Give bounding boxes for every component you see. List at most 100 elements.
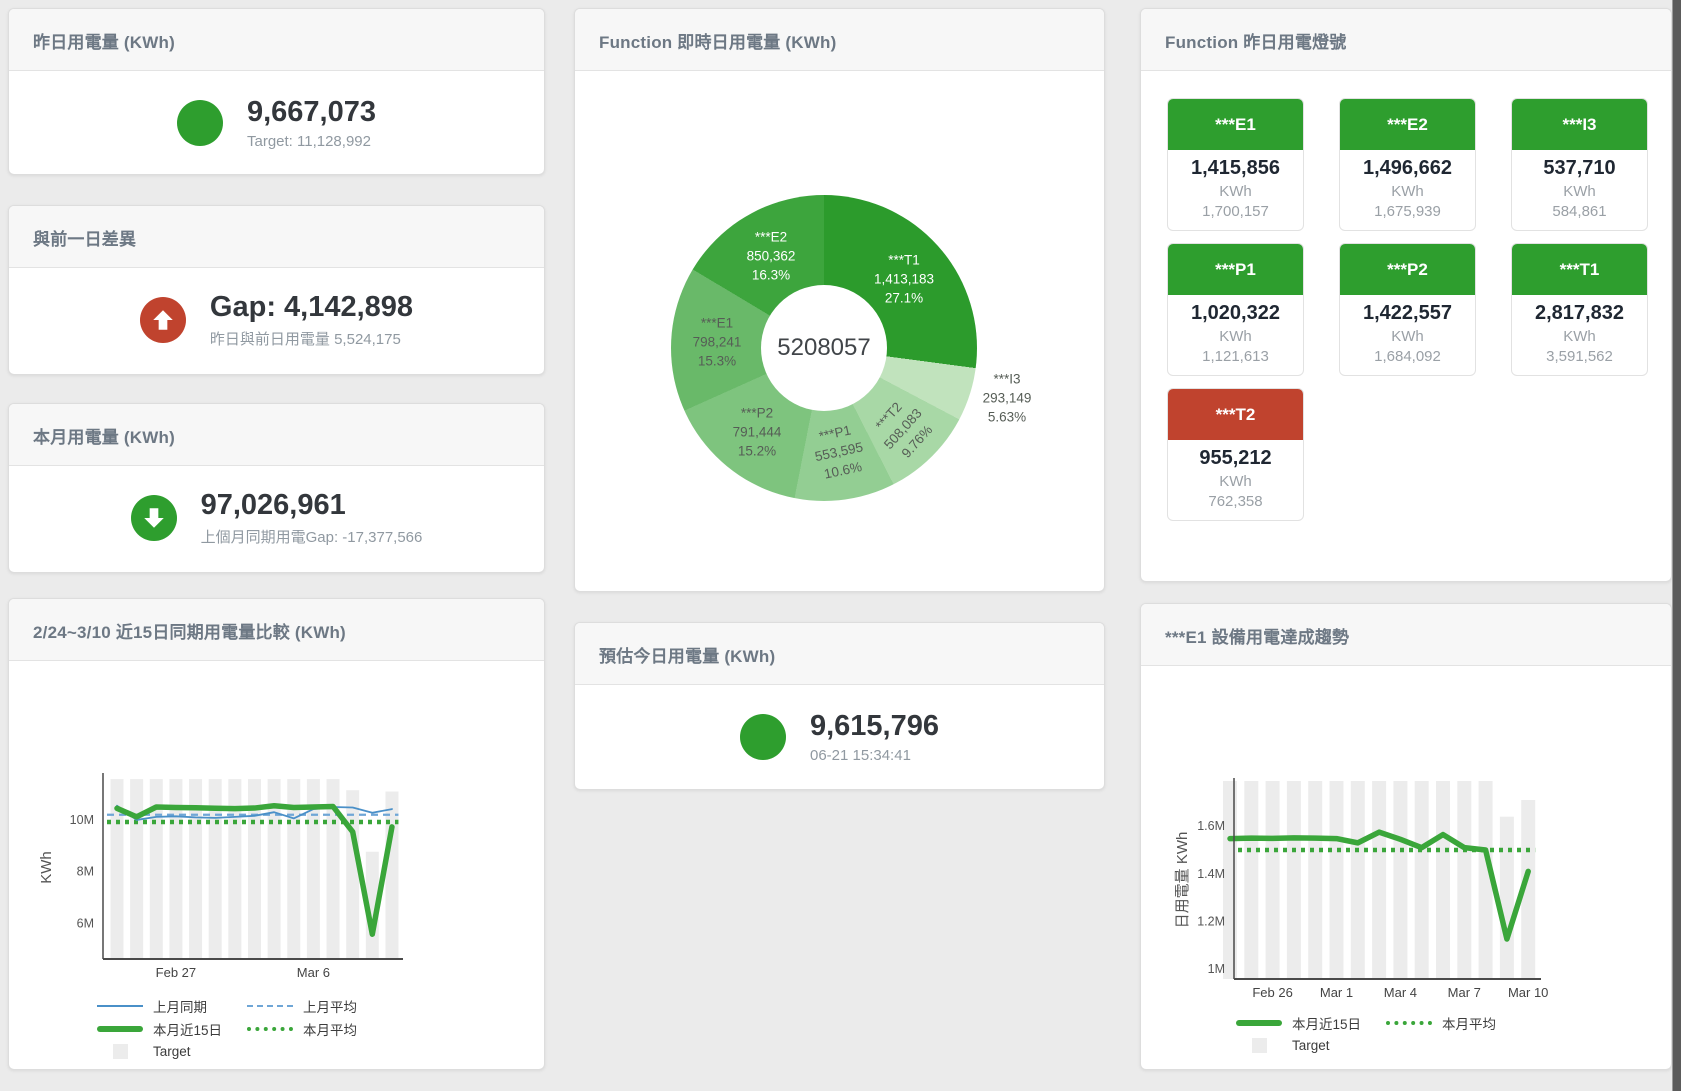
panel-header: 昨日用電量 (KWh) [9,9,544,71]
legend-last-month-avg[interactable]: 上月平均 [247,996,397,1016]
light-card-target: 1,684,092 [1374,348,1441,365]
stat-subtitle: Target: 11,128,992 [246,133,371,150]
stat-value: 97,026,961 [200,489,346,521]
stat-subtitle: 上個月同期用電Gap: -17,377,566 [200,529,423,546]
donut-hole [761,285,887,411]
trend-chart-legend: 本月近15日 本月平均 Target [1141,1011,1671,1057]
light-card-unit: KWh [1219,328,1252,345]
green-line-swatch-icon [97,1025,143,1032]
light-card-value: 2,817,832 [1535,302,1624,324]
light-card: ***E2 1,496,662 KWh 1,675,939 [1339,98,1476,231]
gray-box-swatch-icon [1236,1038,1282,1053]
panel-yesterday-usage: 昨日用電量 (KWh) 9,667,073 Target: 11,128,992 [8,8,545,175]
green-dotted-swatch-icon [1386,1020,1432,1025]
light-card-label: ***I3 [1512,99,1647,150]
svg-text:Mar 4: Mar 4 [1384,985,1417,1000]
donut-slice-label: ***P2 791,444 15.2% [732,405,782,459]
svg-text:KWh: KWh [38,851,55,884]
panel-yesterday-lights: Function 昨日用電燈號 ***E1 1,415,856 KWh 1,700,1… [1140,8,1672,582]
stat-body: 9,667,073 Target: 11,128,992 [9,71,544,174]
light-card-value: 955,212 [1199,447,1272,469]
legend-target[interactable]: Target [97,1044,247,1059]
panel-header: Function 昨日用電燈號 [1141,9,1671,71]
light-card-value: 1,422,557 [1363,302,1452,324]
light-card-label: ***E1 [1168,99,1303,150]
panel-month-usage: 本月用電量 (KWh) 97,026,961 上個月同期用電Gap: -17,3… [8,403,545,573]
blue-dashed-swatch-icon [247,1004,293,1007]
light-card-label: ***E2 [1340,99,1475,150]
panel-title: 預估今日用電量 (KWh) [599,647,776,666]
vertical-scrollbar[interactable] [1672,0,1681,1091]
compare-chart-canvas: 10M 8M 6M Feb 27 Mar 6 KWh [38,773,403,980]
svg-text:日用電量 KWh: 日用電量 KWh [1174,832,1191,929]
legend-this-month-avg[interactable]: 本月平均 [1386,1013,1536,1033]
light-card-unit: KWh [1219,473,1252,490]
status-green-circle-icon [739,714,786,760]
light-card: ***P1 1,020,322 KWh 1,121,613 [1167,243,1304,376]
panel-title: ***E1 設備用電達成趨勢 [1165,628,1350,647]
panel-title: 本月用電量 (KWh) [33,428,175,447]
green-line-swatch-icon [1236,1019,1282,1026]
svg-text:Mar 1: Mar 1 [1320,985,1353,1000]
stat-body: 9,615,796 06-21 15:34:41 [575,685,1104,789]
light-card-target: 3,591,562 [1546,348,1613,365]
light-card-value: 1,415,856 [1191,157,1280,179]
column-left: 昨日用電量 (KWh) 9,667,073 Target: 11,128,992… [8,8,545,1070]
donut-slice-label: ***P1 553,595 10.6% [813,422,865,482]
stat-value: 9,667,073 [246,96,376,128]
panel-15day-compare-chart: 2/24~3/10 近15日同期用電量比較 (KWh) 10M 8M 6M Feb 2… [8,598,545,1070]
column-middle: Function 即時日用電量 (KWh) 5208057 ***T1 1,413… [574,8,1105,1070]
donut-slice-label: ***T2 508,083 9.76% [872,399,936,462]
blue-line-swatch-icon [97,1004,143,1007]
light-card: ***T1 2,817,832 KWh 3,591,562 [1511,243,1648,376]
svg-text:1M: 1M [1208,962,1225,976]
light-card-label: ***P2 [1340,244,1475,295]
panel-e1-trend-chart: ***E1 設備用電達成趨勢 1.6M 1.4M 1.2M 1M Feb 26 Mar 1… [1140,603,1672,1070]
svg-text:1.2M: 1.2M [1197,914,1225,928]
stat-value: Gap: 4,142,898 [209,291,414,323]
stat-body: Gap: 4,142,898 昨日與前日用電量 5,524,175 [9,268,544,372]
panel-title: 與前一日差異 [33,230,137,249]
light-card: ***T2 955,212 KWh 762,358 [1167,388,1304,521]
legend-this-month-15d[interactable]: 本月近15日 [1236,1013,1386,1033]
svg-text:1.6M: 1.6M [1197,819,1225,833]
light-card-target: 1,121,613 [1202,348,1269,365]
panel-header: Function 即時日用電量 (KWh) [575,9,1104,71]
panel-title: Function 昨日用電燈號 [1165,33,1347,52]
light-card-unit: KWh [1391,328,1424,345]
panel-title: Function 即時日用電量 (KWh) [599,33,837,52]
gray-box-swatch-icon [97,1044,143,1059]
panel-header: 本月用電量 (KWh) [9,404,544,466]
light-card-unit: KWh [1563,328,1596,345]
legend-this-month-15d[interactable]: 本月近15日 [97,1019,247,1039]
green-dotted-swatch-icon [247,1026,293,1031]
donut-ring[interactable]: 5208057 ***T1 1,413,183 27.1% ***I3 293,149 5… [671,195,1031,501]
light-card-target: 1,700,157 [1202,203,1269,220]
light-card: ***E1 1,415,856 KWh 1,700,157 [1167,98,1304,231]
panel-title: 昨日用電量 (KWh) [33,33,175,52]
legend-target[interactable]: Target [1236,1038,1386,1053]
svg-text:10M: 10M [70,813,94,827]
svg-text:Mar 10: Mar 10 [1508,985,1548,1000]
stat-value: 9,615,796 [809,710,939,742]
svg-text:6M: 6M [77,916,94,930]
light-card-target: 1,675,939 [1374,203,1441,220]
donut-slice-label: ***I3 293,149 5.63% [982,371,1032,425]
status-green-circle-icon [176,100,223,146]
light-card-value: 1,496,662 [1363,157,1452,179]
light-card-label: ***P1 [1168,244,1303,295]
svg-text:Mar 6: Mar 6 [297,965,330,980]
light-card-value: 537,710 [1543,157,1616,179]
legend-this-month-avg[interactable]: 本月平均 [247,1019,397,1039]
legend-last-month-same[interactable]: 上月同期 [97,996,247,1016]
panel-realtime-usage-donut: Function 即時日用電量 (KWh) 5208057 ***T1 1,413… [574,8,1105,592]
trend-chart-canvas: 1.6M 1.4M 1.2M 1M Feb 26 Mar 1 Mar 4 Mar 7 Mar 1… [1174,778,1548,1000]
svg-text:8M: 8M [77,865,94,879]
light-card-value: 1,020,322 [1191,302,1280,324]
light-card-target: 584,861 [1552,203,1607,220]
arrow-down-icon [130,495,177,541]
light-card-unit: KWh [1563,183,1596,200]
light-card-unit: KWh [1219,183,1252,200]
panel-header: 與前一日差異 [9,206,544,268]
